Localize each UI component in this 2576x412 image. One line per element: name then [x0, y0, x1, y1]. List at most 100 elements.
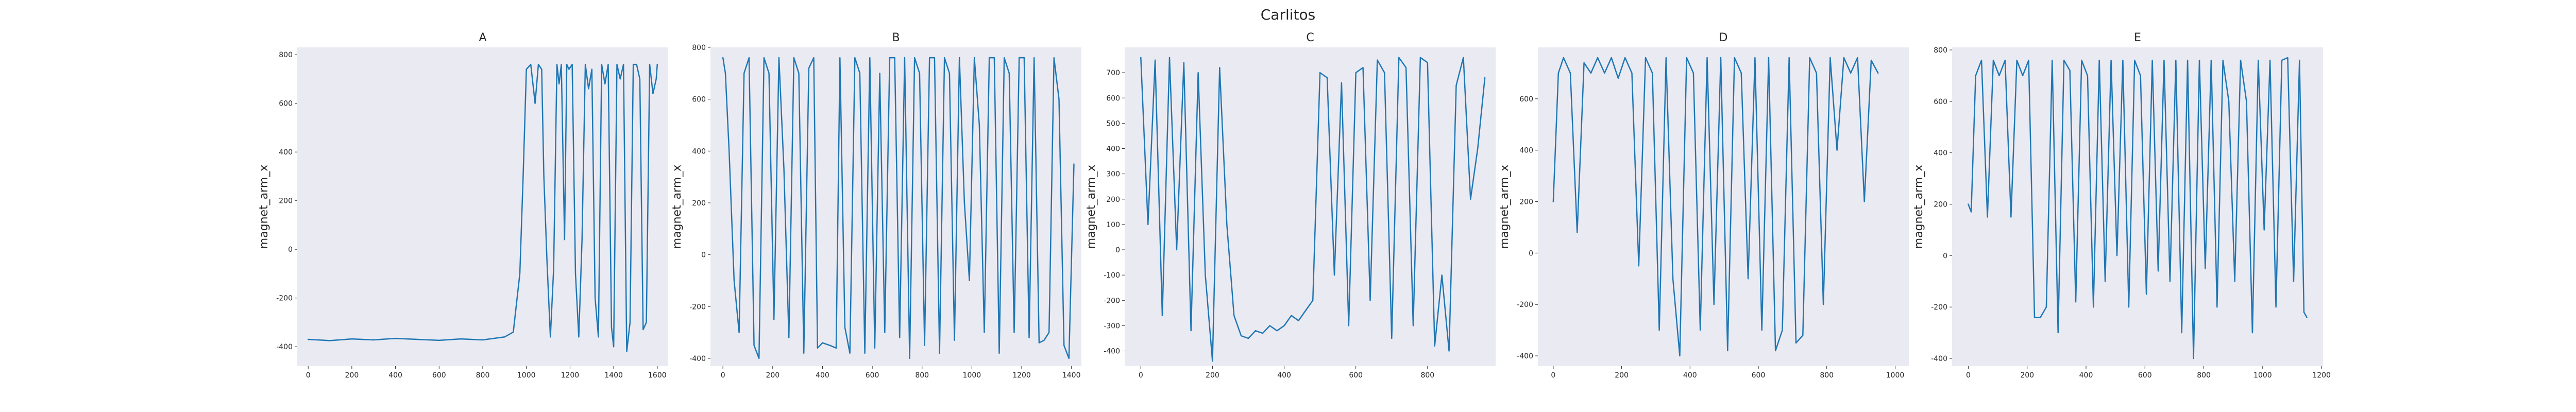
x-tick-label: 600: [1752, 371, 1766, 380]
y-tick-label: 600: [1519, 95, 1533, 104]
y-tick-label: -200: [689, 303, 706, 311]
y-tick-label: 500: [1106, 119, 1120, 128]
y-axis-label: magnet_arm_x: [671, 165, 684, 249]
x-tick-label: 1000: [517, 371, 536, 380]
plot-area: [1538, 47, 1909, 366]
y-tick-label: -400: [1104, 348, 1120, 356]
plot-area: [297, 47, 668, 366]
figure-suptitle: Carlitos: [1261, 6, 1315, 23]
y-tick-label: -100: [1104, 271, 1120, 280]
x-tick-label: 400: [388, 371, 402, 380]
x-tick-label: 1000: [963, 371, 981, 380]
subplot-title: A: [479, 31, 486, 44]
y-tick-label: -200: [1517, 301, 1533, 309]
x-tick-label: 1200: [1012, 371, 1031, 380]
y-tick-label: -400: [1931, 355, 1947, 363]
y-tick-label: 0: [1115, 246, 1120, 254]
x-tick-label: 400: [1277, 371, 1291, 380]
x-tick-label: 1000: [1886, 371, 1905, 380]
y-axis-label: magnet_arm_x: [1498, 165, 1511, 249]
x-tick-label: 1200: [2312, 371, 2331, 380]
y-tick-label: 0: [1943, 252, 1947, 260]
plot-area: [1125, 47, 1496, 366]
y-tick-label: 200: [1934, 201, 1947, 209]
x-tick-label: 800: [1820, 371, 1834, 380]
y-tick-label: -200: [1104, 297, 1120, 305]
x-tick-label: 400: [1683, 371, 1697, 380]
y-tick-label: -200: [276, 295, 293, 303]
subplot-title: E: [2134, 31, 2141, 44]
y-tick-label: -300: [1104, 322, 1120, 330]
y-tick-label: 200: [1106, 196, 1120, 204]
y-tick-label: 400: [692, 147, 706, 156]
plot-area: [1952, 47, 2323, 366]
x-tick-label: 600: [866, 371, 879, 380]
x-tick-label: 600: [1349, 371, 1363, 380]
x-tick-label: 0: [1966, 371, 1971, 380]
y-tick-label: 600: [279, 100, 293, 108]
y-tick-label: 700: [1106, 69, 1120, 77]
y-tick-label: 400: [279, 148, 293, 157]
x-tick-label: 0: [306, 371, 311, 380]
y-tick-label: 600: [1934, 98, 1947, 106]
x-tick-label: 0: [1551, 371, 1555, 380]
y-axis-label: magnet_arm_x: [1085, 165, 1098, 249]
x-tick-label: 800: [1420, 371, 1434, 380]
y-axis-label: magnet_arm_x: [1912, 165, 1925, 249]
x-tick-label: 0: [721, 371, 725, 380]
y-tick-label: -200: [1931, 303, 1947, 312]
series-line: [1140, 57, 1486, 362]
y-tick-label: 800: [279, 51, 293, 59]
x-tick-label: 200: [1615, 371, 1629, 380]
y-tick-label: 200: [1519, 198, 1533, 207]
x-tick-label: 800: [476, 371, 490, 380]
x-tick-label: 1200: [561, 371, 580, 380]
x-tick-label: 800: [915, 371, 929, 380]
y-tick-label: -400: [689, 355, 706, 363]
x-tick-label: 200: [1206, 371, 1219, 380]
series-line: [1552, 57, 1879, 357]
y-tick-label: 400: [1519, 147, 1533, 155]
x-tick-label: 1000: [2253, 371, 2272, 380]
y-tick-label: 800: [1934, 46, 1947, 55]
x-tick-label: 1600: [648, 371, 667, 380]
x-tick-label: 600: [2138, 371, 2152, 380]
subplot-title: D: [1719, 31, 1728, 44]
x-tick-label: 1400: [604, 371, 623, 380]
x-tick-label: 200: [2020, 371, 2034, 380]
y-tick-label: 800: [692, 44, 706, 52]
x-tick-label: 1400: [1062, 371, 1081, 380]
x-tick-label: 0: [1139, 371, 1143, 380]
y-tick-label: 0: [701, 251, 706, 260]
y-tick-label: 200: [279, 197, 293, 205]
series-line: [722, 57, 1075, 359]
subplot-title: C: [1306, 31, 1314, 44]
x-tick-label: 400: [2079, 371, 2093, 380]
y-tick-label: 0: [288, 246, 293, 254]
x-tick-label: 400: [816, 371, 829, 380]
y-tick-label: -400: [276, 343, 293, 351]
y-axis-label: magnet_arm_x: [258, 165, 270, 249]
y-tick-label: 200: [692, 199, 706, 208]
x-tick-label: 800: [2197, 371, 2211, 380]
y-tick-label: 400: [1106, 145, 1120, 153]
x-tick-label: 600: [432, 371, 446, 380]
y-tick-label: 600: [692, 96, 706, 104]
x-tick-label: 200: [345, 371, 359, 380]
series-line: [307, 63, 658, 352]
y-tick-label: 400: [1934, 149, 1947, 158]
y-tick-label: -400: [1517, 352, 1533, 360]
series-line: [1968, 57, 2308, 359]
y-tick-label: 0: [1529, 249, 1533, 258]
y-tick-label: 100: [1106, 221, 1120, 229]
x-tick-label: 200: [766, 371, 779, 380]
y-tick-label: 600: [1106, 94, 1120, 102]
subplot-title: B: [892, 31, 900, 44]
y-tick-label: 300: [1106, 170, 1120, 179]
